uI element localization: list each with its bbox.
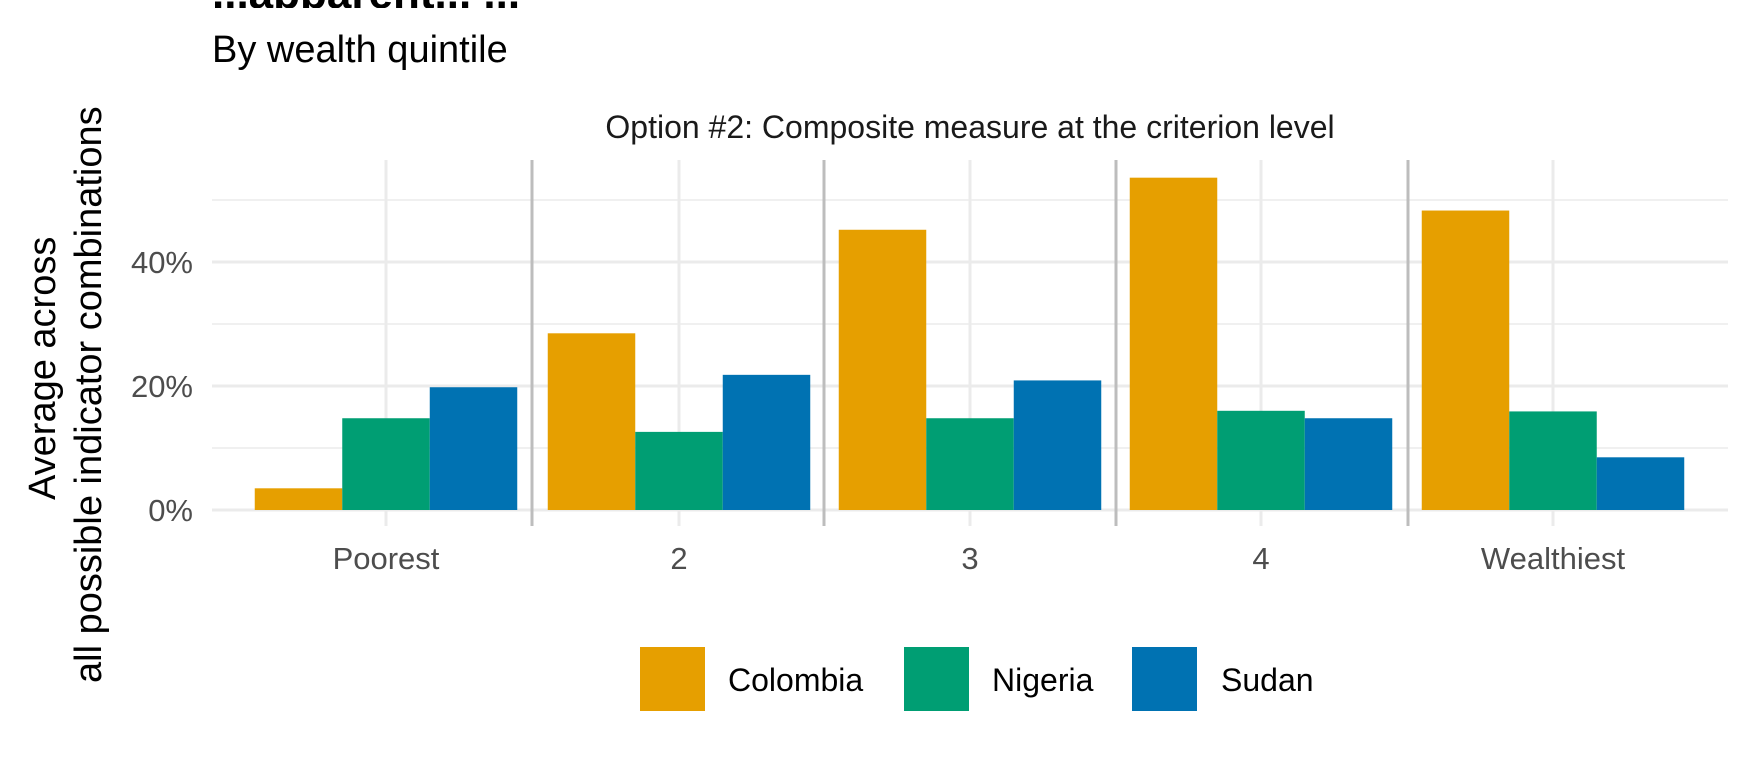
- bar-sudan-4: [1596, 457, 1685, 510]
- y-axis-title-2: all possible indicator combinations: [68, 106, 110, 683]
- bar-nigeria-3: [1217, 410, 1305, 510]
- y-tick-label: 40%: [131, 245, 193, 280]
- chart-title: ...apparent... ...: [212, 0, 520, 18]
- x-tick-label: 3: [961, 541, 978, 576]
- bar-colombia-0: [254, 488, 343, 510]
- y-axis-title-line2: all possible indicator combinations: [68, 106, 110, 683]
- y-axis-title: Average across: [22, 237, 64, 500]
- y-axis-title-line1: Average across: [22, 237, 64, 500]
- x-tick-label: 2: [670, 541, 687, 576]
- bar-colombia-2: [838, 229, 927, 510]
- bars: [254, 177, 1685, 511]
- legend-key-nigeria: [904, 647, 969, 711]
- bar-sudan-1: [722, 374, 811, 510]
- y-axis-ticks: 0% 20% 40%: [131, 245, 193, 528]
- legend: Colombia Nigeria Sudan: [640, 647, 1314, 711]
- bar-nigeria-4: [1509, 411, 1597, 510]
- y-tick-label: 0%: [148, 493, 193, 528]
- legend-key-sudan: [1132, 647, 1197, 711]
- x-tick-label: 4: [1252, 541, 1269, 576]
- legend-label-sudan: Sudan: [1221, 662, 1314, 698]
- bar-nigeria-1: [635, 431, 723, 510]
- y-tick-label: 20%: [131, 369, 193, 404]
- legend-key-colombia: [640, 647, 705, 711]
- chart-subtitle: By wealth quintile: [212, 29, 508, 71]
- chart-title-clip: ...apparent... ...: [212, 0, 520, 18]
- bar-sudan-2: [1013, 380, 1102, 510]
- facet-separators: [530, 160, 1410, 526]
- x-tick-label: Wealthiest: [1481, 541, 1626, 576]
- x-axis-ticks: Poorest 2 3 4 Wealthiest: [333, 541, 1626, 576]
- x-tick-label: Poorest: [333, 541, 440, 576]
- bar-colombia-1: [547, 333, 636, 510]
- bar-sudan-3: [1304, 418, 1393, 510]
- bar-nigeria-0: [342, 418, 430, 510]
- bar-colombia-3: [1129, 177, 1218, 510]
- legend-label-colombia: Colombia: [728, 662, 863, 698]
- legend-label-nigeria: Nigeria: [992, 662, 1094, 698]
- bar-nigeria-2: [926, 418, 1014, 510]
- bar-colombia-4: [1421, 210, 1510, 511]
- facet-strip-label: Option #2: Composite measure at the crit…: [605, 109, 1334, 145]
- bar-sudan-0: [429, 387, 518, 510]
